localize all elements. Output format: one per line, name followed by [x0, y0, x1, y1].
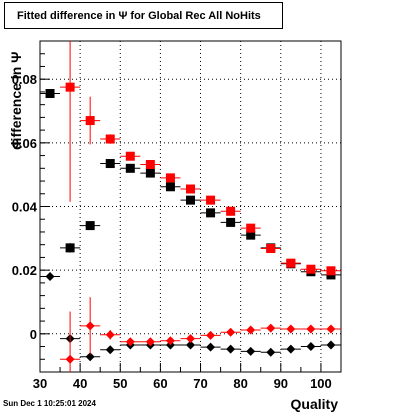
- data-point-square: [45, 89, 55, 99]
- data-point-diamond: [286, 324, 296, 334]
- data-point-diamond: [286, 344, 296, 354]
- data-point-diamond: [206, 330, 216, 340]
- data-point-diamond: [65, 354, 75, 364]
- data-point-diamond: [85, 321, 95, 331]
- data-point-square: [145, 159, 155, 169]
- data-point-square: [226, 206, 236, 216]
- data-point-diamond: [85, 352, 95, 362]
- data-point-square: [85, 221, 95, 231]
- data-point-square: [326, 266, 336, 276]
- data-point-square: [145, 168, 155, 178]
- data-point-square: [226, 217, 236, 227]
- data-point-diamond: [326, 340, 336, 350]
- data-point-diamond: [246, 325, 256, 335]
- tick-labels: 30 40 50 60 70 80 90 100 0 0.02 0.04 0.06 0.08: [12, 72, 332, 391]
- data-point-diamond: [206, 342, 216, 352]
- y-tick-label: 0.06: [12, 136, 37, 151]
- data-point-square: [105, 159, 115, 169]
- data-point-diamond: [226, 327, 236, 337]
- data-point-diamond: [105, 330, 115, 340]
- data-point-square: [165, 173, 175, 183]
- x-tick-label: 50: [113, 376, 127, 391]
- data-point-square: [85, 116, 95, 126]
- series-2: [40, 272, 341, 362]
- data-point-square: [246, 223, 256, 233]
- data-point-diamond: [125, 337, 135, 347]
- plot-frame: [39, 40, 342, 373]
- data-point-square: [186, 184, 195, 194]
- x-tick-label: 100: [310, 376, 332, 391]
- data-point-square: [65, 82, 75, 92]
- data-point-square: [266, 244, 276, 254]
- x-tick-label: 60: [153, 376, 167, 391]
- x-tick-label: 30: [33, 376, 47, 391]
- axes: [39, 40, 342, 373]
- data-point-square: [65, 243, 75, 253]
- data-point-diamond: [266, 347, 276, 357]
- grid-lines: [40, 41, 341, 372]
- data-point-diamond: [266, 323, 276, 333]
- data-point-square: [125, 151, 135, 161]
- series-0: [40, 89, 341, 280]
- y-tick-label: 0: [30, 327, 37, 342]
- series-1: [60, 41, 341, 276]
- data-point-diamond: [165, 336, 175, 346]
- data-point-diamond: [306, 324, 316, 334]
- data-point-square: [186, 195, 195, 205]
- x-tick-label: 40: [73, 376, 87, 391]
- timestamp: Sun Dec 1 10:25:01 2024: [3, 399, 96, 408]
- x-tick-label: 90: [274, 376, 288, 391]
- data-point-square: [206, 195, 216, 205]
- data-point-square: [306, 264, 316, 274]
- data-point-square: [246, 230, 256, 240]
- data-point-square: [165, 182, 175, 192]
- data-point-diamond: [246, 346, 256, 356]
- data-point-square: [105, 134, 115, 144]
- data-point-diamond: [226, 344, 236, 354]
- x-tick-label: 80: [233, 376, 247, 391]
- data-point-diamond: [186, 334, 195, 344]
- data-point-diamond: [306, 342, 316, 352]
- data-point-diamond: [45, 272, 55, 282]
- y-axis-label: difference in Ψ: [8, 51, 24, 150]
- data-point-diamond: [186, 340, 195, 350]
- data-point-diamond: [145, 337, 155, 347]
- data-point-square: [125, 163, 135, 173]
- series-3: [60, 297, 341, 372]
- data-point-square: [286, 258, 296, 268]
- x-tick-label: 70: [193, 376, 207, 391]
- data-point-diamond: [105, 345, 115, 355]
- y-tick-label: 0.08: [12, 72, 37, 87]
- data-point-square: [206, 208, 216, 218]
- y-tick-label: 0.02: [12, 263, 37, 278]
- data-marks: [40, 41, 341, 372]
- y-tick-label: 0.04: [12, 200, 38, 215]
- data-point-diamond: [326, 324, 336, 334]
- x-axis-label: Quality: [290, 396, 338, 412]
- chart-title: Fitted difference in Ψ for Global Rec Al…: [4, 2, 283, 29]
